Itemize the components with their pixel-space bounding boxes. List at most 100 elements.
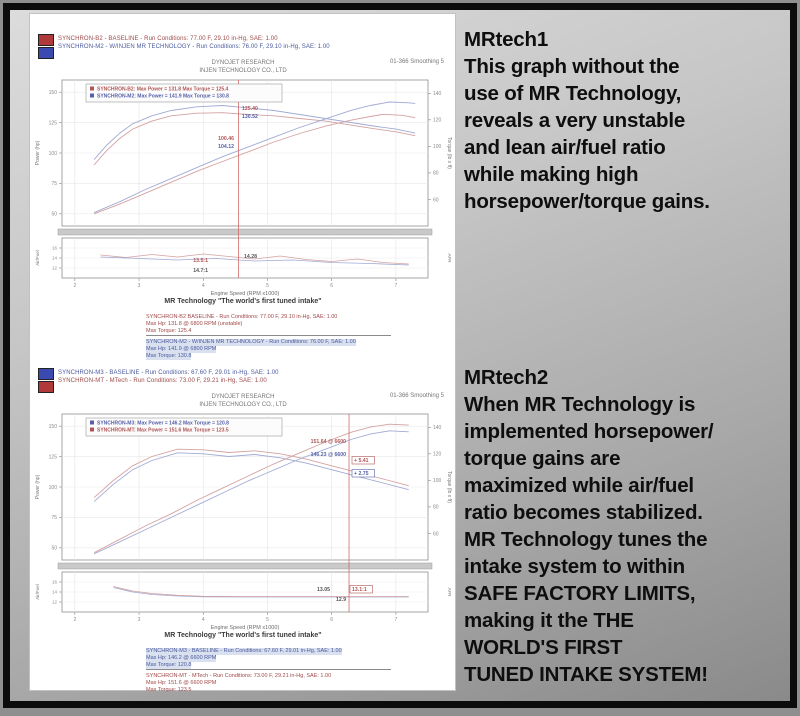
y-tick-label-left: 100 [49,151,58,157]
y-tick-label-left: 75 [51,515,57,521]
afr-left-axis-label: Air/Fuel [35,250,40,266]
data-label: 14.28 [244,254,257,260]
x-tick-label: 6 [330,283,333,289]
series-power-mrtech [93,423,409,554]
afr-right-axis-label: AFR [447,588,452,598]
y-tick-label-right: 80 [433,171,439,177]
data-label: 151.64 @ 6600 [311,439,346,445]
afr-tick-label: 14 [52,590,58,595]
data-label: 13.5:1 [193,258,208,264]
plot-separator [57,228,433,236]
y-tick-label-right: 100 [433,478,442,484]
series-afr-mrtech [113,586,409,597]
legend-swatch [90,427,94,432]
logo-square-top [38,368,54,380]
data-label: + 5.41 [354,458,369,464]
annotation-line: Max Torque: 130.8 [146,353,192,360]
dyno-chart-1: SYNCHRON-B2 - BASELINE - Run Conditions:… [30,30,456,362]
afr-tick-label: 12 [52,266,58,271]
legend-swatch [90,86,94,91]
dyno-plot-svg: 2 3 4 5 6 7 150 125 100 75 50 140 120 100 80 60 16 14 12 Po… [35,79,452,297]
series-afr-mrtech [100,256,409,266]
data-label: 104.12 [218,144,234,150]
data-label: 100.46 [218,136,234,142]
dynojet-logo-icon [38,368,54,394]
smoothing-meta: 01-366 Smoothing 5 [389,393,444,399]
run-header-line-2: SYNCHRON-MT - MTech - Run Conditions: 73… [58,378,267,384]
legend-swatch [90,93,94,98]
series-power-baseline [93,113,416,215]
logo-square-bottom [38,47,54,59]
y-tick-label-left: 75 [51,181,57,187]
y-tick-label-left: 150 [49,424,58,430]
legend-entry: SYNCHRON-M3: Max Power = 146.2 Max Torqu… [97,421,229,427]
annotation-block-b: SYNCHRON-MT - MTech - Run Conditions: 73… [146,673,331,694]
facility-company: INJEN TECHNOLOGY CO., LTD [199,402,287,408]
y-tick-label-left: 125 [49,454,58,460]
series-afr-baseline [100,253,409,265]
annotation-line: SYNCHRON-M3 - BASELINE - Run Conditions:… [146,648,342,655]
data-label: 13.1:1 [352,587,367,593]
series-torque-mrtech [93,105,416,160]
data-label: 14.7:1 [193,268,208,274]
afr-tick-label: 16 [52,246,58,251]
annotation-block-b: SYNCHRON-M2 - W/INJEN MR TECHNOLOGY - Ru… [146,339,356,360]
logo-square-top [38,34,54,46]
x-tick-label: 4 [202,283,205,289]
y-tick-label-right: 120 [433,452,442,458]
data-label: 125.40 [242,106,258,112]
text-line: ratio becomes stabilized. [464,501,703,524]
run-header-line-2: SYNCHRON-M2 - W/INJEN MR TECHNOLOGY - Ru… [58,44,330,50]
x-tick-label: 2 [73,617,76,623]
facility-name: DYNOJET RESEARCH [211,394,275,400]
legend-box [85,83,283,103]
logo-square-bottom [38,381,54,393]
x-tick-label: 2 [73,283,76,289]
annotation-line: Max Torque: 123.5 [146,687,192,693]
annotation-divider [146,335,391,336]
x-tick-label: 7 [395,617,398,623]
mrtech1-lines: This graph without the use of MR Technolo… [464,53,780,215]
afr-tick-label: 12 [52,600,58,605]
x-tick-label: 3 [138,283,141,289]
y-tick-label-right: 120 [433,118,442,124]
left-axis-label: Power (hp) [35,474,41,499]
plot-separator [57,562,433,570]
annotation-line: SYNCHRON-B2 BASELINE - Run Conditions: 7… [146,314,338,320]
series-torque-baseline [93,112,416,166]
text-line: WORLD'S FIRST [464,636,623,659]
smoothing-meta: 01-366 Smoothing 5 [389,59,444,65]
text-line: maximized while air/fuel [464,474,694,497]
text-line: TUNED INTAKE SYSTEM! [464,663,708,686]
x-tick-label: 3 [138,617,141,623]
annotation-line: SYNCHRON-M2 - W/INJEN MR TECHNOLOGY - Ru… [146,339,356,346]
annotation-line: Max Hp: 146.2 @ 6600 RPM [146,655,217,662]
text-line: torque gains are [464,447,621,470]
annotation-line: Max Hp: 141.9 @ 6800 RPM [146,346,217,353]
chart-caption: MR Technology "The world's first tuned i… [164,298,322,305]
x-axis-label: Engine Speed (RPM x1000) [211,291,280,297]
legend-box [85,417,283,437]
text-line: while making high [464,163,639,186]
text-line: implemented horsepower/ [464,420,714,443]
y-tick-label-left: 50 [51,212,57,218]
legend-entry: SYNCHRON-M2: Max Power = 141.9 Max Torqu… [97,94,229,100]
y-tick-label-left: 100 [49,485,58,491]
mrtech2-title: MRtech2 [464,366,549,389]
legend-swatch [90,420,94,425]
text-line: MR Technology tunes the [464,528,708,551]
x-tick-label: 7 [395,283,398,289]
y-tick-label-left: 125 [49,120,58,126]
right-axis-label: Torque (lb x ft) [446,471,452,503]
annotation-line: SYNCHRON-MT - MTech - Run Conditions: 73… [146,673,332,679]
text-line: When MR Technology is [464,393,696,416]
text-line: SAFE FACTORY LIMITS, [464,582,696,605]
legend-entry: SYNCHRON-B2: Max Power = 131.8 Max Torqu… [97,87,229,93]
facility-name: DYNOJET RESEARCH [211,60,275,66]
dyno-chart-2: SYNCHRON-M3 - BASELINE - Run Conditions:… [30,364,456,696]
data-label: 13.05 [317,587,330,593]
x-tick-label: 6 [330,617,333,623]
y-tick-label-right: 140 [433,91,442,97]
text-line: use of MR Technology, [464,82,682,105]
series-power-baseline [93,430,409,555]
